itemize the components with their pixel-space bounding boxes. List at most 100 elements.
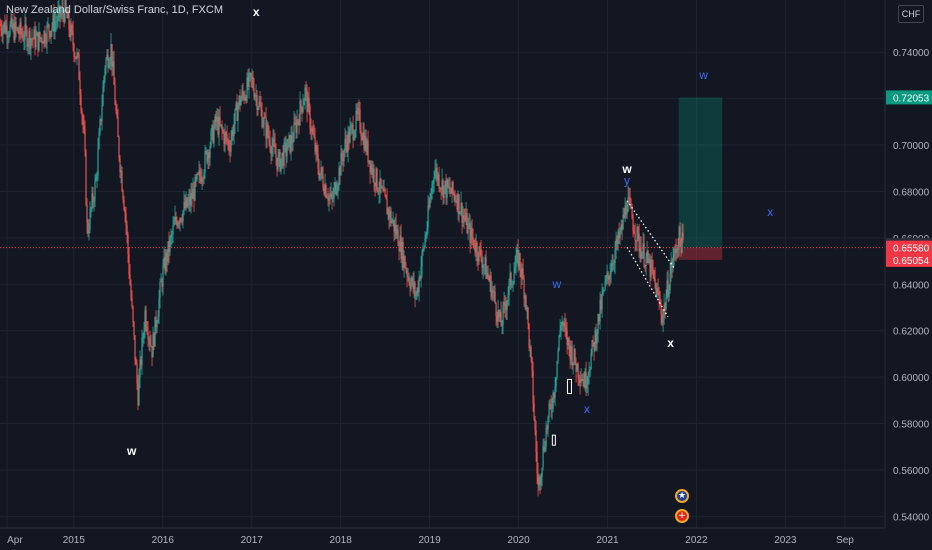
chart-title[interactable]: New Zealand Dollar/Swiss Franc, 1D, FXCM [6,4,224,16]
candle-body [403,256,405,268]
candle-body [210,130,212,147]
candle-body [217,117,219,135]
price-label-bg [886,90,932,105]
candle-body [108,64,110,68]
candle-body [128,254,130,275]
candle-body [198,170,200,174]
candle-body [178,222,180,224]
candle-body [485,257,487,279]
candle-body [260,105,262,110]
candle-body [193,188,195,201]
candle-body [391,221,393,224]
candle-body [163,256,165,266]
currency-badge[interactable]: CHF [898,5,924,23]
candle-body [116,110,118,118]
candle-body [140,359,142,365]
candle-body [156,322,158,328]
candle-body [51,26,53,31]
candle-body [313,133,315,137]
candle-body [147,332,149,340]
candle-body [240,98,242,106]
candle-body [201,178,203,183]
candle-body [361,136,363,141]
candle-body [646,251,648,257]
candle-body [172,225,174,235]
candle-body [253,88,255,98]
candle-body [362,132,364,141]
candle-body [139,359,141,378]
candle-body [348,131,350,143]
candle-body [635,240,637,242]
candle-body [386,198,388,215]
candle-body [265,117,267,139]
candle-body [407,276,409,278]
candle-body [42,42,44,44]
candle-body [45,42,47,44]
candle-body [512,283,514,285]
candle-body [65,0,67,11]
candle-body [93,200,95,202]
candle-body [75,56,77,59]
candle-body [578,377,580,380]
candle-body [471,227,473,238]
candle-body [520,269,522,278]
candle-body [132,306,134,322]
candle-body [315,145,317,152]
candle-body [468,223,470,225]
candle-body [131,298,133,307]
candle-body [324,185,326,195]
candle-body [558,335,560,351]
candle-body [77,53,79,54]
swiss-flag-icon[interactable]: + [675,509,689,523]
candle-body [310,128,312,132]
candle-body [515,254,517,267]
candle-body [636,226,638,242]
candle-body [494,291,496,303]
candle-body [213,127,215,143]
candle-body [577,363,579,378]
candle-body [184,201,186,209]
candle-body [170,234,172,238]
candle-body [155,316,157,328]
candle-body [275,154,277,158]
candle-body [236,103,238,121]
candle-body [215,115,217,122]
candle-body [309,106,311,129]
candle-body [126,224,128,235]
candle-body [52,14,54,27]
candle-body [435,167,437,172]
candle-body [337,184,339,191]
candle-body [668,290,670,297]
candle-body [537,473,539,486]
candle-body [493,291,495,293]
candle-body [495,302,497,317]
candle-body [426,227,428,235]
candle-body [369,160,371,173]
candle-body [114,84,116,105]
candle-body [106,54,108,60]
candle-body [652,268,654,271]
candle-body [440,188,442,190]
candle-body [672,259,674,268]
candle-body [522,268,524,279]
candle-body [666,280,668,297]
candle-body [469,223,471,243]
candle-body [4,22,6,33]
candle-body [96,175,98,178]
candle-body [2,27,4,36]
candle-body [681,232,683,253]
candle-body [425,234,427,238]
candle-body [641,252,643,259]
candle-body [643,243,645,267]
candle-body [268,135,270,140]
candle-body [117,117,119,138]
candle-body [480,249,482,260]
target-zone [678,97,723,248]
candle-body [364,136,366,150]
candle-body [588,372,590,375]
candle-body [372,168,374,175]
nz-flag-icon[interactable]: ★ [675,489,689,503]
candle-body [651,259,653,269]
candle-body [539,476,541,485]
